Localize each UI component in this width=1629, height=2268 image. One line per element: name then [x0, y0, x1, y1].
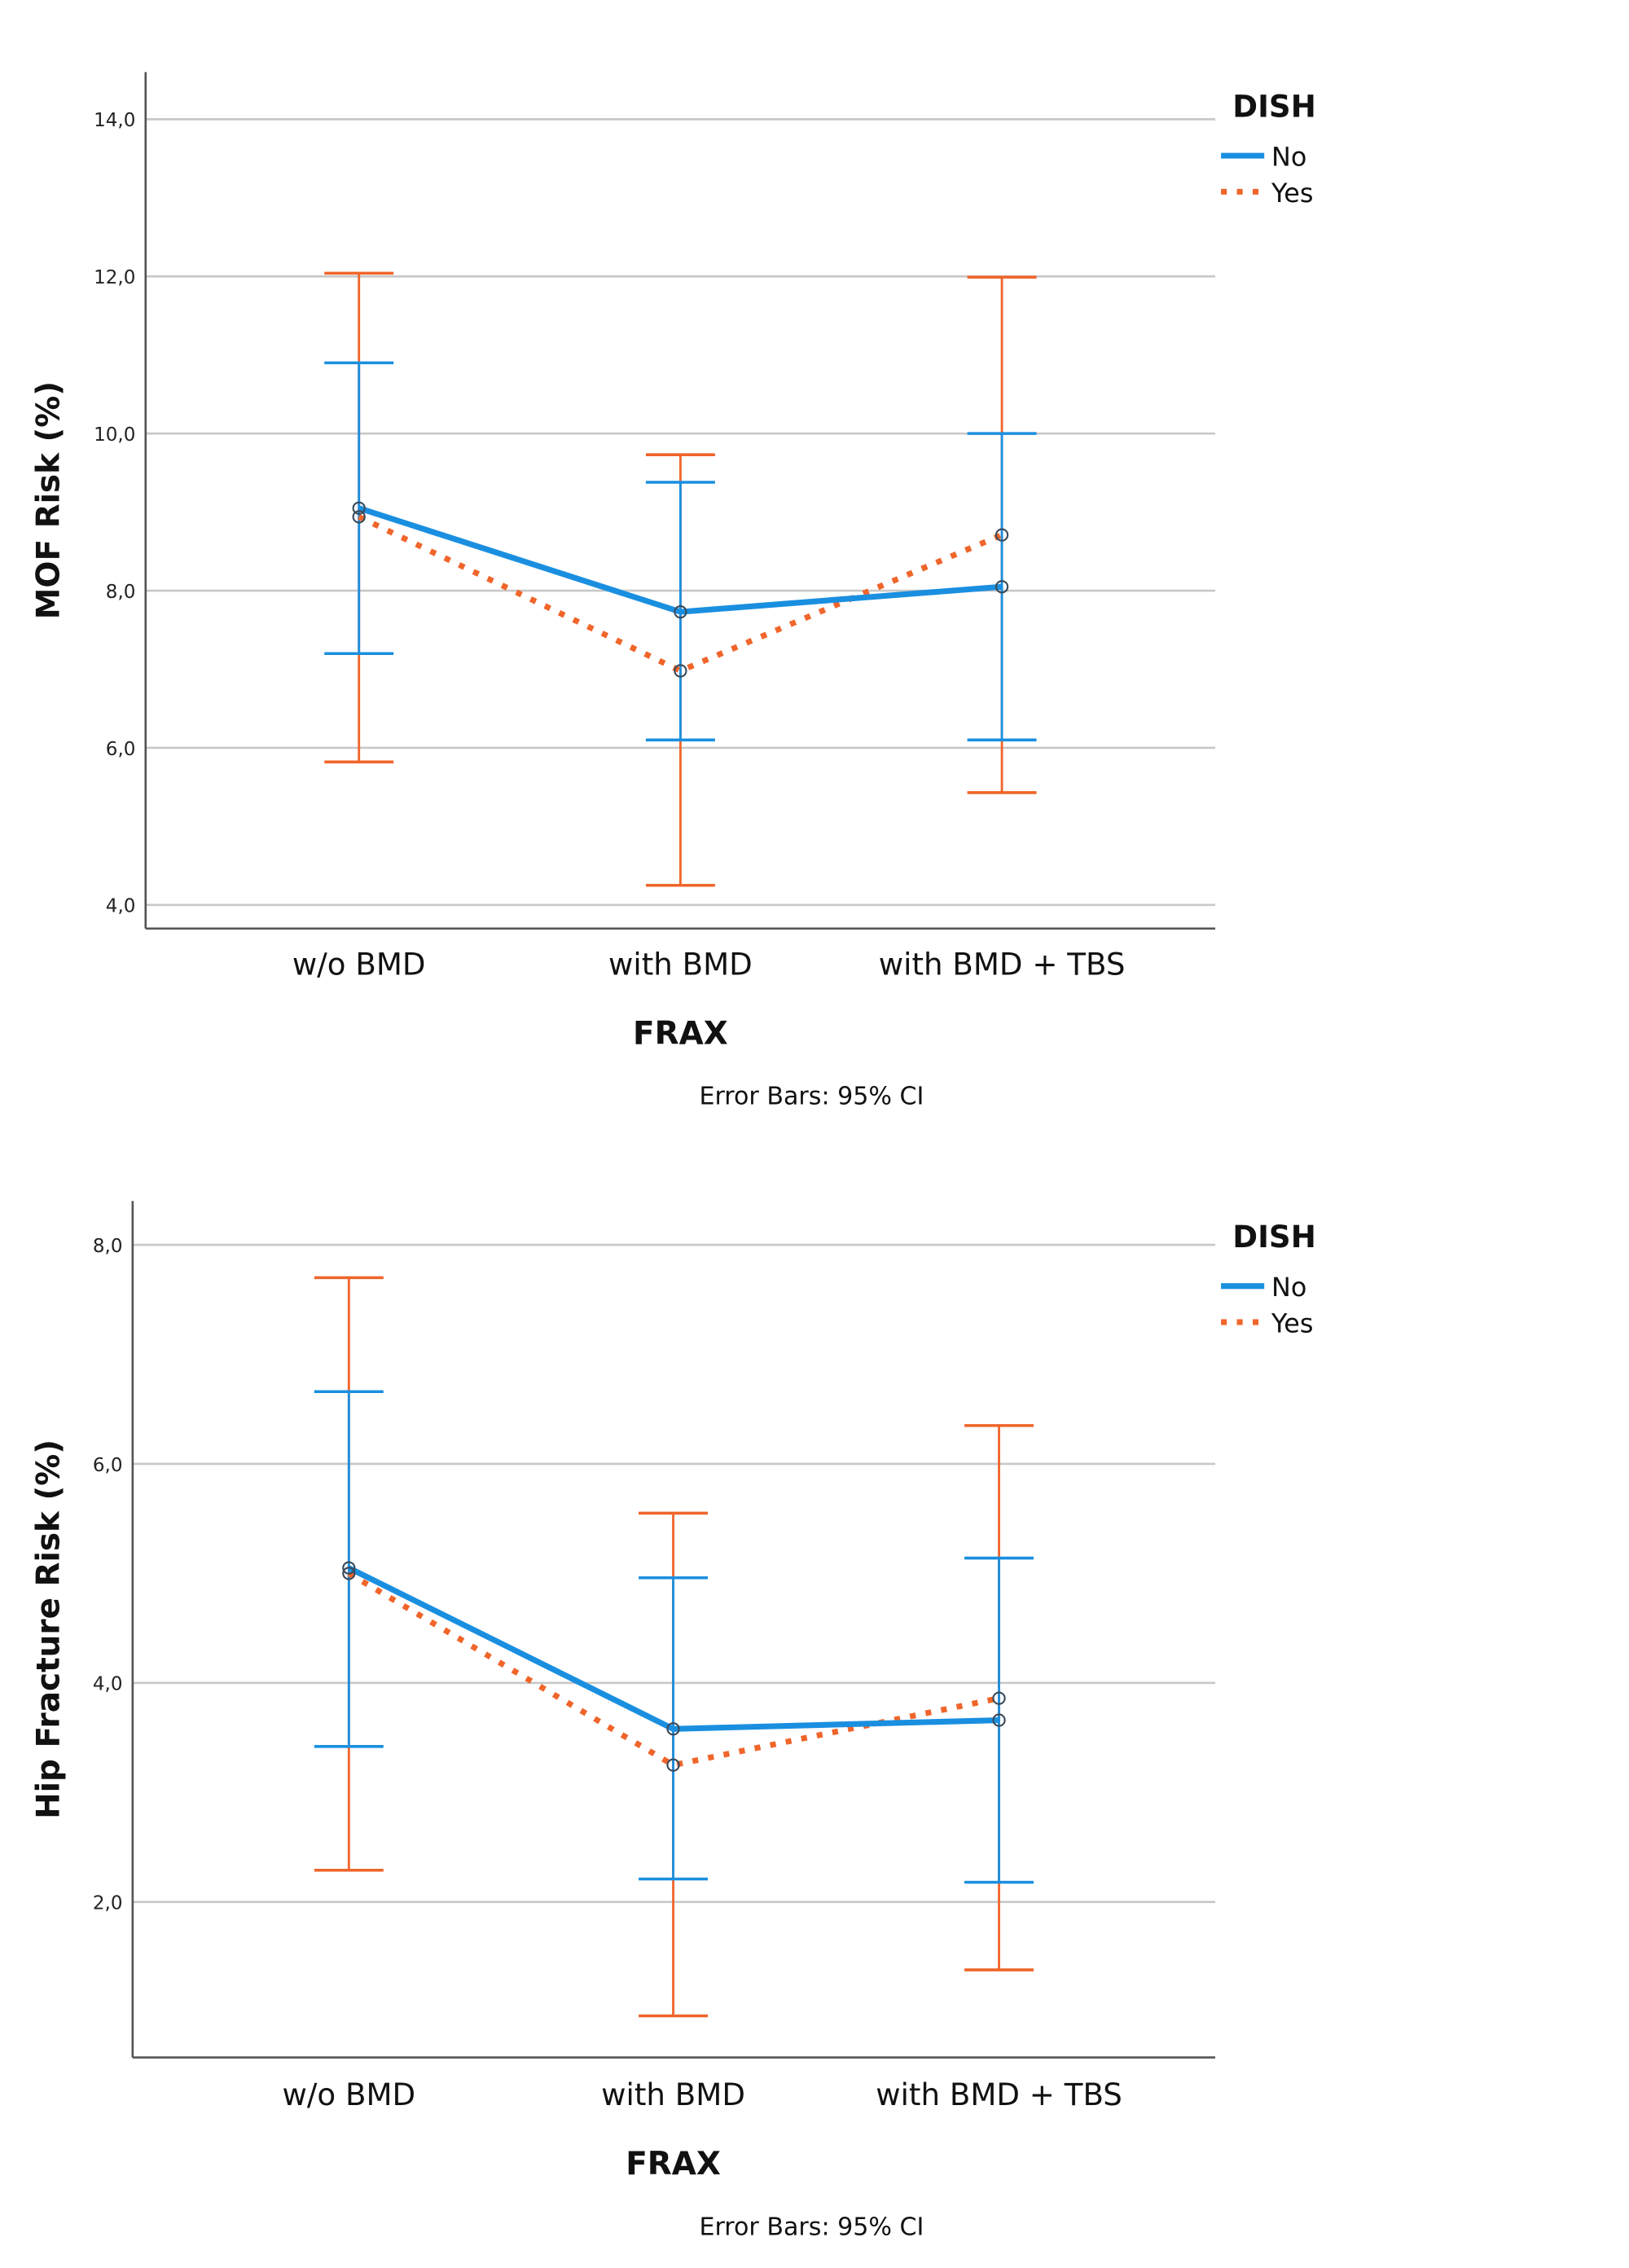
data-point-no — [342, 1561, 356, 1575]
x-tick-label: w/o BMD — [283, 2077, 416, 2112]
data-point-yes — [674, 664, 687, 678]
legend: DISH No Yes — [1221, 1220, 1316, 1338]
data-point-no — [992, 1713, 1006, 1727]
y-tick-label: 6,0 — [93, 1455, 123, 1476]
x-tick-label: w/o BMD — [292, 947, 426, 982]
y-tick-label: 12,0 — [94, 267, 135, 288]
x-axis-title: FRAX — [633, 1015, 728, 1052]
data-point-no — [666, 1722, 680, 1736]
y-axis-title: Hip Fracture Risk (%) — [31, 1439, 68, 1819]
error-bars-note: Error Bars: 95% CI — [699, 1083, 924, 1111]
chart-mof-risk: 4,0 6,0 8,0 10,0 12,0 14,0 w/o BMD with BMD with… — [31, 72, 1316, 1111]
y-tick-label: 8,0 — [93, 1236, 123, 1257]
data-point-yes — [992, 1691, 1006, 1705]
data-point-no — [674, 604, 687, 619]
chart-hip-fracture-risk: 2,0 4,0 6,0 8,0 w/o BMD with BMD with BMD + TB… — [31, 1201, 1316, 2241]
y-tick-label: 4,0 — [93, 1674, 123, 1695]
series-line-yes — [358, 514, 1003, 675]
legend-label-yes: Yes — [1271, 1308, 1313, 1338]
data-point-no — [995, 580, 1009, 594]
error-bar-no — [324, 361, 394, 655]
data-point-yes — [666, 1758, 680, 1772]
x-tick-label: with BMD — [608, 947, 753, 982]
data-point-yes — [995, 528, 1009, 542]
y-tick-label: 10,0 — [94, 424, 135, 446]
series-line-no — [358, 505, 1003, 615]
legend-label-no: No — [1271, 142, 1306, 173]
legend-title: DISH — [1232, 89, 1316, 124]
data-point-yes — [352, 510, 366, 524]
y-tick-label: 2,0 — [93, 1893, 123, 1914]
data-point-no — [352, 501, 366, 515]
y-tick-label: 8,0 — [106, 582, 136, 603]
legend: DISH No Yes — [1221, 89, 1316, 209]
legend-label-no: No — [1271, 1272, 1306, 1303]
error-bars-note: Error Bars: 95% CI — [699, 2213, 924, 2241]
x-tick-label: with BMD + TBS — [876, 2077, 1122, 2112]
x-axis-title: FRAX — [626, 2146, 721, 2182]
x-tick-label: with BMD — [601, 2077, 745, 2112]
y-tick-label: 14,0 — [94, 110, 135, 131]
y-tick-label: 4,0 — [106, 896, 136, 917]
y-tick-label: 6,0 — [106, 739, 136, 760]
legend-label-yes: Yes — [1271, 178, 1313, 209]
error-bar-no — [964, 1556, 1034, 1884]
x-tick-label: with BMD + TBS — [879, 947, 1126, 982]
series-line-no — [347, 1565, 999, 1732]
data-point-yes — [342, 1567, 356, 1580]
y-axis-title: MOF Risk (%) — [31, 381, 68, 619]
legend-title: DISH — [1232, 1220, 1316, 1255]
